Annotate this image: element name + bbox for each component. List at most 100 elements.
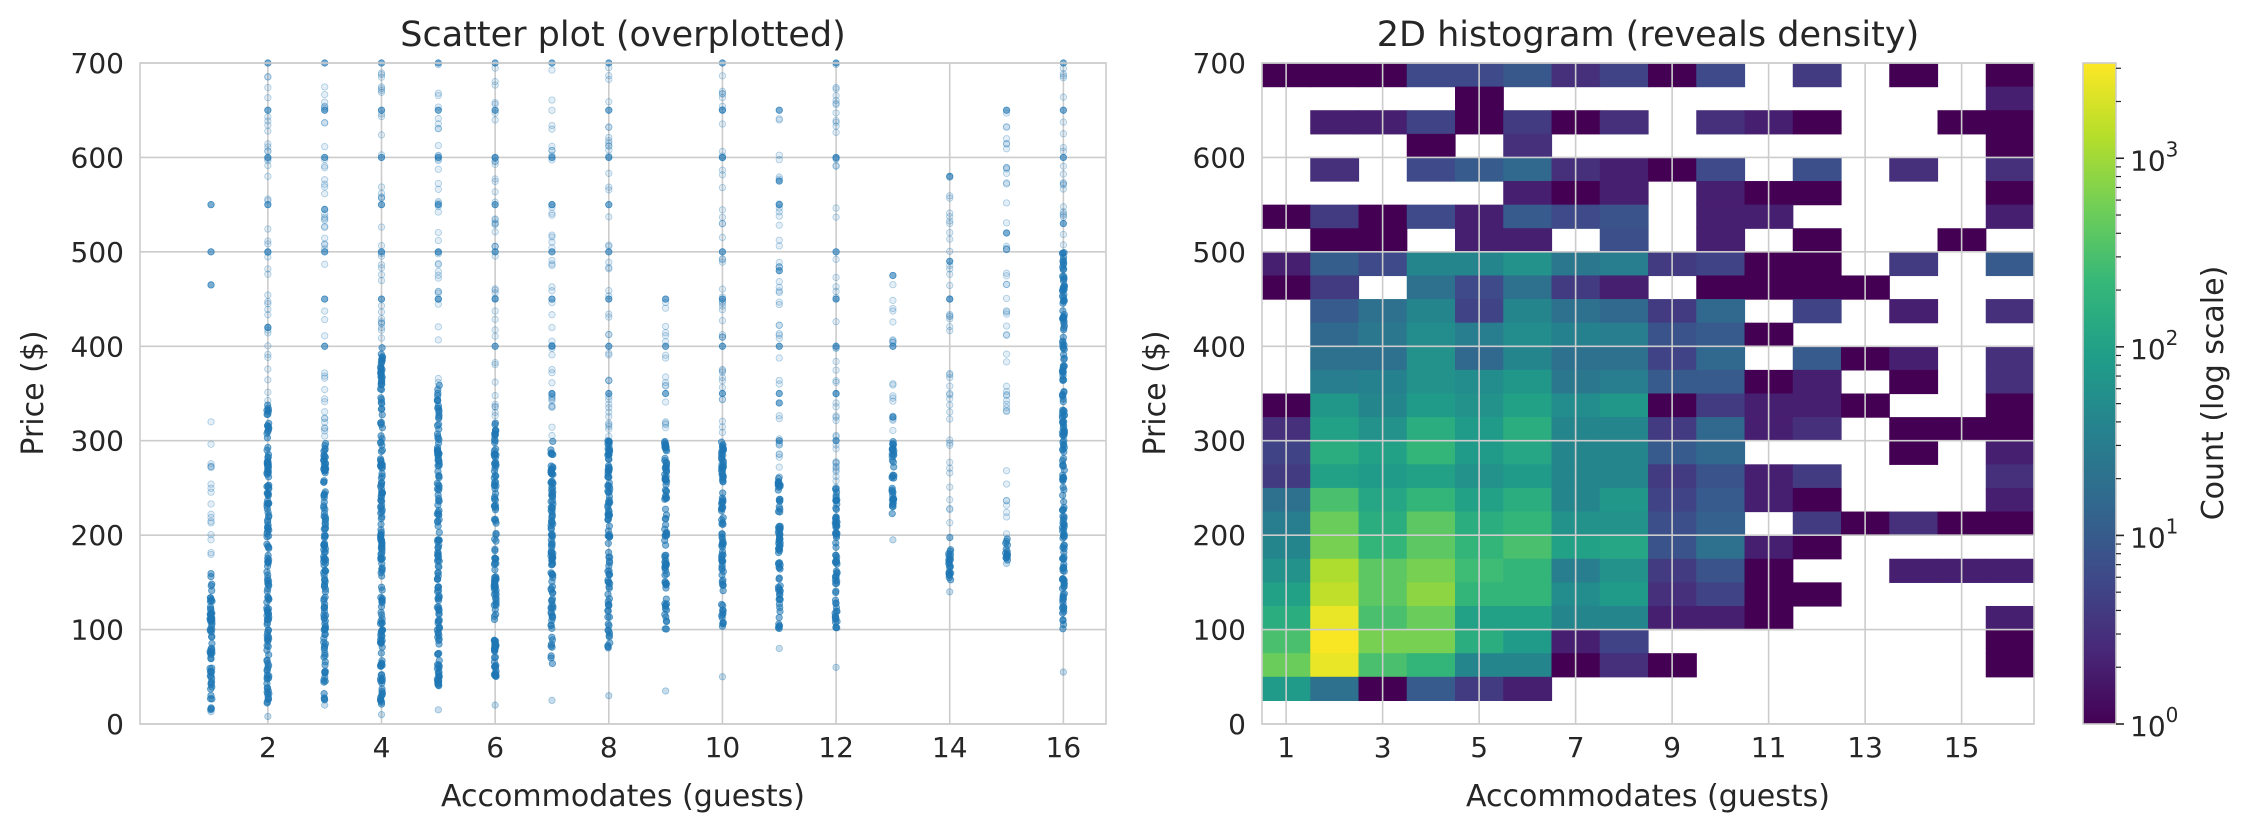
- scatter-y-tick-label: 300: [71, 425, 124, 458]
- scatter-point: [1002, 387, 1011, 396]
- histogram-cell: [1406, 299, 1456, 324]
- scatter-point: [491, 307, 499, 315]
- scatter-point: [264, 127, 272, 135]
- scatter-point: [662, 342, 670, 350]
- scatter-point: [775, 267, 783, 275]
- scatter-point: [1002, 169, 1011, 177]
- scatter-point: [1002, 331, 1011, 339]
- histogram-cell: [1503, 251, 1553, 277]
- scatter-point: [719, 587, 727, 595]
- scatter-point: [547, 446, 555, 454]
- histogram-y-tick-label: 700: [1193, 47, 1246, 80]
- colorbar-tick-exponent: 2: [2166, 326, 2179, 350]
- scatter-column-15: [1002, 106, 1012, 568]
- scatter-column-12: [831, 59, 841, 671]
- histogram-cell: [1599, 369, 1649, 395]
- scatter-point: [946, 312, 954, 320]
- scatter-point: [888, 502, 897, 510]
- scatter-point: [434, 114, 442, 123]
- scatter-point: [832, 663, 840, 671]
- scatter-column-4: [376, 59, 387, 719]
- scatter-point: [946, 213, 954, 221]
- scatter-point: [1059, 181, 1067, 189]
- scatter-point: [832, 403, 840, 411]
- scatter-point: [1059, 118, 1067, 126]
- scatter-point: [377, 318, 386, 326]
- histogram-cell: [1792, 110, 1842, 135]
- scatter-point: [775, 115, 783, 123]
- scatter-point: [718, 540, 726, 548]
- scatter-point: [377, 183, 386, 191]
- scatter-point: [832, 412, 840, 420]
- histogram-cell: [1792, 63, 1842, 88]
- scatter-point: [832, 273, 840, 282]
- scatter-point: [1002, 139, 1011, 148]
- scatter-point: [1002, 145, 1011, 153]
- histogram-x-axis-label: Accommodates (guests): [1466, 779, 1830, 814]
- histogram-cell: [1696, 346, 1746, 371]
- scatter-point: [1059, 462, 1067, 470]
- scatter-point: [207, 488, 215, 496]
- histogram-cell: [1406, 464, 1456, 489]
- scatter-point: [1059, 106, 1067, 114]
- scatter-point: [264, 240, 272, 248]
- scatter-point: [377, 201, 386, 209]
- scatter-point: [605, 137, 613, 145]
- scatter-point: [548, 201, 556, 209]
- scatter-point: [832, 109, 840, 117]
- scatter-point: [718, 417, 727, 425]
- histogram-cell: [1310, 535, 1360, 560]
- scatter-point: [605, 123, 613, 131]
- scatter-point: [321, 164, 329, 172]
- scatter-point: [207, 463, 215, 472]
- scatter-point: [321, 661, 329, 669]
- scatter-point: [605, 595, 614, 603]
- scatter-point: [377, 320, 386, 328]
- scatter-point: [946, 327, 954, 335]
- scatter-point: [832, 213, 840, 221]
- scatter-point: [832, 413, 840, 421]
- scatter-point: [491, 81, 499, 89]
- scatter-point: [548, 423, 556, 431]
- scatter-point: [434, 287, 442, 295]
- scatter-point: [1059, 179, 1067, 187]
- scatter-point: [207, 462, 215, 470]
- scatter-point: [491, 315, 499, 323]
- scatter-point: [207, 440, 215, 448]
- scatter-point: [435, 623, 443, 631]
- scatter-point: [718, 233, 727, 241]
- histogram-cell: [1792, 251, 1842, 277]
- scatter-point: [1060, 576, 1068, 584]
- scatter-point: [1059, 170, 1067, 178]
- scatter-point: [377, 153, 386, 162]
- scatter-point: [946, 519, 954, 527]
- scatter-point: [605, 376, 613, 384]
- scatter-point: [605, 432, 613, 441]
- scatter-point: [605, 408, 613, 416]
- scatter-point: [491, 177, 499, 186]
- scatter-point: [377, 248, 386, 256]
- scatter-point: [378, 689, 386, 697]
- scatter-point: [548, 106, 556, 114]
- scatter-point: [264, 300, 272, 308]
- histogram-cell: [1310, 464, 1360, 489]
- scatter-point: [1059, 512, 1067, 520]
- scatter-point: [548, 233, 556, 241]
- scatter-point: [548, 125, 556, 133]
- scatter-point: [832, 580, 840, 588]
- scatter-point: [548, 231, 556, 239]
- scatter-point: [491, 647, 499, 655]
- scatter-point: [1002, 501, 1011, 509]
- histogram-x-tick-label: 13: [1847, 731, 1883, 764]
- scatter-point: [832, 459, 840, 467]
- scatter-point: [605, 330, 613, 339]
- scatter-point: [321, 566, 329, 575]
- histogram-cell: [1889, 369, 1939, 395]
- scatter-point: [377, 314, 386, 323]
- scatter-point: [435, 605, 443, 613]
- scatter-x-ticks: 2 4 6 8 10 12 14 16: [259, 731, 1081, 764]
- histogram-cell: [1792, 535, 1842, 560]
- scatter-point: [207, 418, 215, 426]
- scatter-point: [321, 83, 329, 91]
- scatter-point: [435, 414, 443, 422]
